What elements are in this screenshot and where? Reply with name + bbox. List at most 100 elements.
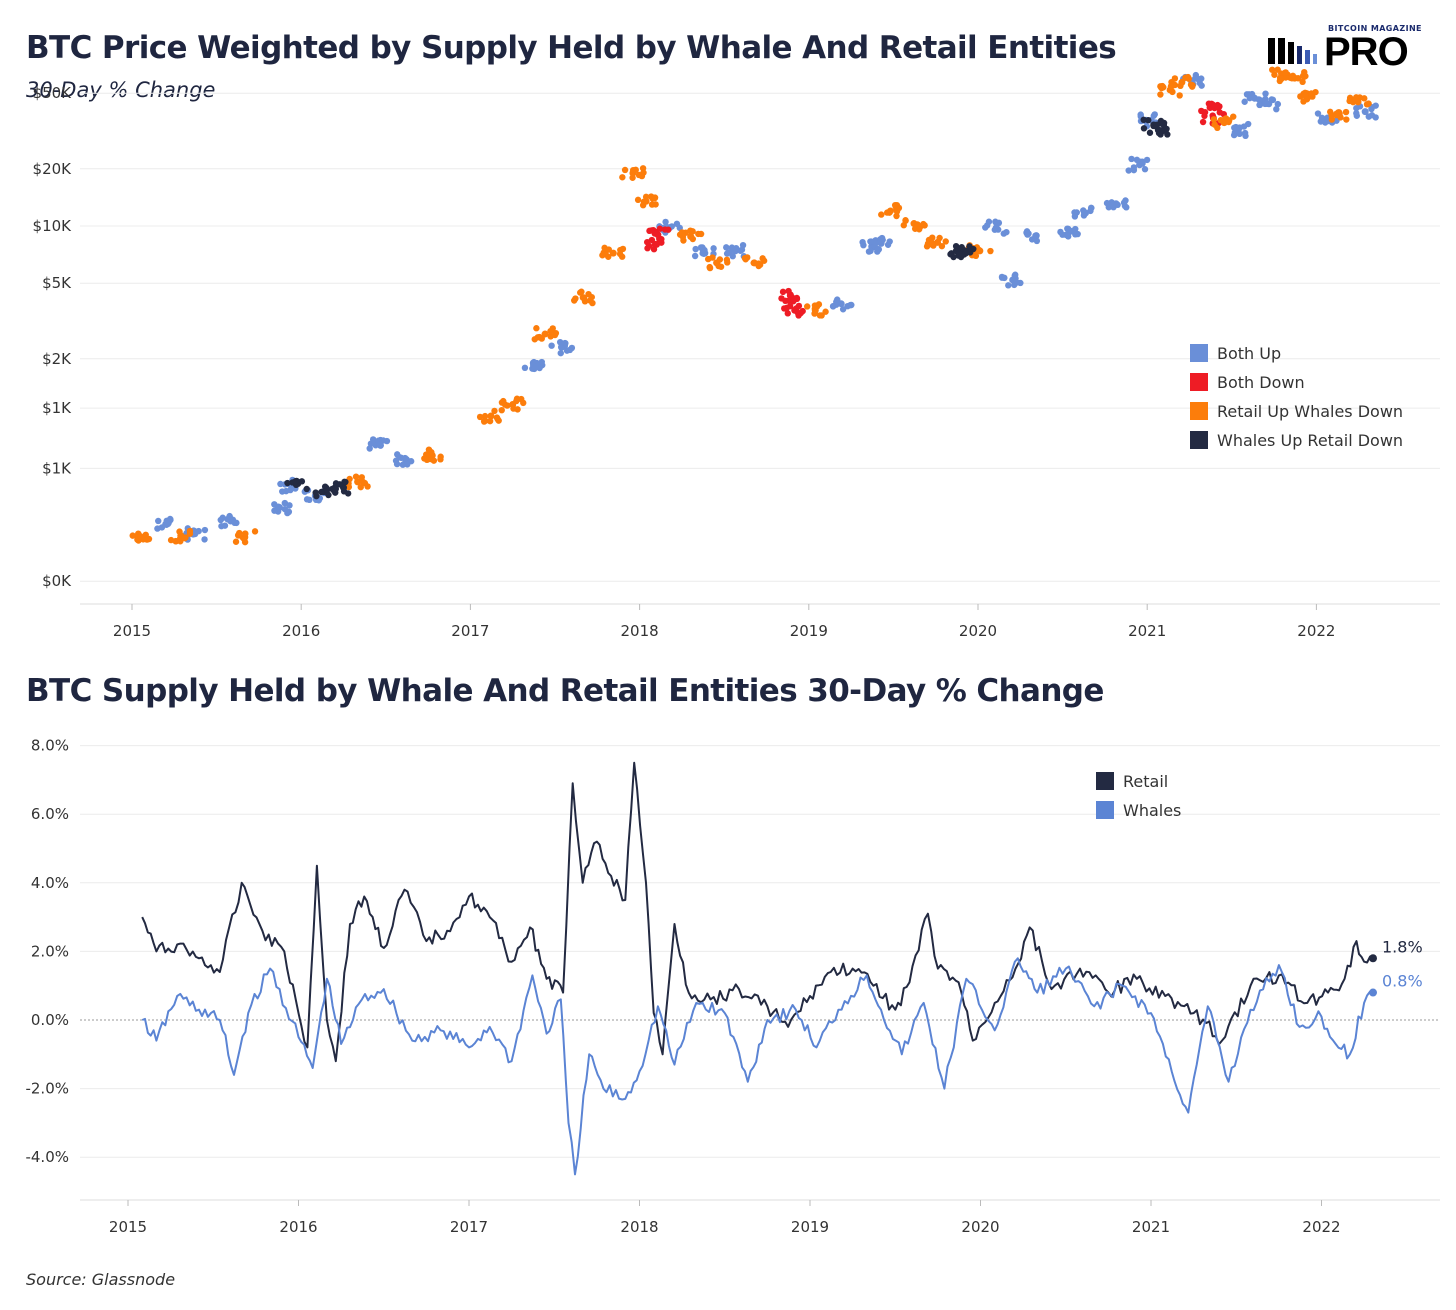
price-point bbox=[848, 301, 855, 309]
price-point bbox=[1312, 88, 1319, 96]
price-point bbox=[491, 407, 498, 415]
price-point bbox=[1001, 274, 1008, 282]
price-point bbox=[345, 483, 353, 491]
x-tick-label: 2016 bbox=[282, 622, 320, 640]
price-point bbox=[547, 333, 554, 340]
price-point bbox=[481, 412, 489, 420]
price-point bbox=[884, 241, 892, 248]
chart-title-price: BTC Price Weighted by Supply Held by Wha… bbox=[26, 30, 1117, 66]
price-point bbox=[287, 486, 294, 494]
price-point bbox=[1302, 92, 1309, 100]
price-point bbox=[651, 194, 658, 202]
price-point bbox=[706, 264, 714, 272]
price-point bbox=[487, 412, 495, 420]
price-point bbox=[1236, 124, 1243, 131]
x-tick-label: 2018 bbox=[620, 1218, 658, 1236]
price-point bbox=[629, 174, 636, 181]
price-point bbox=[520, 399, 527, 407]
price-point bbox=[689, 228, 696, 235]
price-point bbox=[648, 227, 655, 234]
price-point bbox=[1231, 124, 1238, 131]
price-point bbox=[790, 298, 797, 305]
price-point bbox=[619, 245, 627, 253]
y-tick-label: $10K bbox=[33, 217, 73, 235]
price-point bbox=[834, 298, 841, 305]
price-point bbox=[181, 534, 188, 542]
legend-swatch bbox=[1190, 431, 1208, 449]
price-point bbox=[164, 520, 172, 528]
y-tick-label: -4.0% bbox=[25, 1148, 69, 1166]
price-point bbox=[1288, 75, 1296, 82]
price-point bbox=[923, 243, 931, 250]
price-point bbox=[1299, 78, 1306, 86]
price-point bbox=[284, 479, 291, 487]
price-point bbox=[186, 530, 194, 537]
price-point bbox=[581, 298, 589, 305]
price-point bbox=[878, 211, 885, 218]
price-point bbox=[1032, 232, 1039, 240]
price-point bbox=[954, 245, 962, 252]
price-point bbox=[938, 242, 946, 250]
price-point bbox=[324, 486, 331, 493]
price-point bbox=[201, 536, 208, 543]
supply-change-line-chart: 1.8% 0.8% 8.0% 6.0% 4.0% 2.0% 0.0% -2.0% -4.0% 2… bbox=[25, 737, 1440, 1236]
price-point bbox=[1210, 116, 1218, 123]
price-point bbox=[658, 235, 665, 243]
price-point bbox=[1294, 75, 1302, 82]
price-point bbox=[1256, 96, 1263, 103]
price-point bbox=[729, 252, 736, 260]
price-point bbox=[231, 519, 238, 527]
x-tick-label: 2022 bbox=[1297, 622, 1335, 640]
price-point bbox=[920, 220, 927, 228]
price-point bbox=[142, 531, 149, 538]
price-point bbox=[816, 312, 824, 319]
price-point bbox=[481, 417, 489, 425]
price-point bbox=[1160, 84, 1167, 91]
price-point bbox=[1013, 279, 1020, 286]
price-point bbox=[241, 535, 248, 543]
price-point bbox=[782, 297, 789, 305]
price-point bbox=[589, 299, 596, 307]
price-point bbox=[1120, 199, 1128, 206]
legend-swatch bbox=[1096, 801, 1114, 819]
x-tick-label: 2017 bbox=[451, 622, 489, 640]
price-point bbox=[728, 244, 736, 251]
price-point bbox=[723, 244, 730, 251]
price-point bbox=[811, 302, 819, 309]
price-point bbox=[498, 399, 506, 406]
source-note: Source: Glassnode bbox=[26, 1270, 176, 1289]
price-point bbox=[1184, 73, 1192, 81]
price-point bbox=[303, 485, 310, 493]
price-point bbox=[533, 325, 540, 332]
price-point bbox=[1059, 231, 1066, 238]
price-point bbox=[486, 417, 494, 425]
price-point bbox=[1157, 117, 1165, 125]
price-point bbox=[1368, 112, 1376, 119]
price-point bbox=[533, 363, 540, 371]
price-point bbox=[915, 226, 923, 233]
price-point bbox=[616, 250, 624, 258]
legend-label: Whales Up Retail Down bbox=[1217, 431, 1403, 450]
price-point bbox=[404, 461, 411, 468]
price-point bbox=[158, 524, 166, 531]
price-point bbox=[942, 238, 949, 245]
price-scatter-chart: $50K $20K $10K $5K $2K $1K $1K $0K 2015 2016 2017 2… bbox=[33, 66, 1440, 640]
price-point bbox=[1145, 117, 1152, 124]
price-point bbox=[1176, 92, 1183, 99]
price-point bbox=[1167, 83, 1175, 90]
price-point bbox=[872, 240, 879, 247]
price-point bbox=[1072, 231, 1079, 238]
price-point bbox=[129, 532, 136, 539]
price-point bbox=[656, 225, 664, 232]
price-point bbox=[1088, 204, 1095, 212]
y-tick-label: $0K bbox=[42, 572, 72, 590]
price-point bbox=[281, 505, 289, 513]
price-point bbox=[1164, 131, 1171, 138]
price-point bbox=[632, 166, 639, 174]
price-point bbox=[673, 220, 681, 228]
price-point bbox=[541, 330, 549, 338]
price-point bbox=[950, 253, 957, 261]
x-tick-label: 2022 bbox=[1302, 1218, 1340, 1236]
price-point bbox=[357, 483, 364, 491]
y-tick-label: $50K bbox=[33, 84, 73, 102]
